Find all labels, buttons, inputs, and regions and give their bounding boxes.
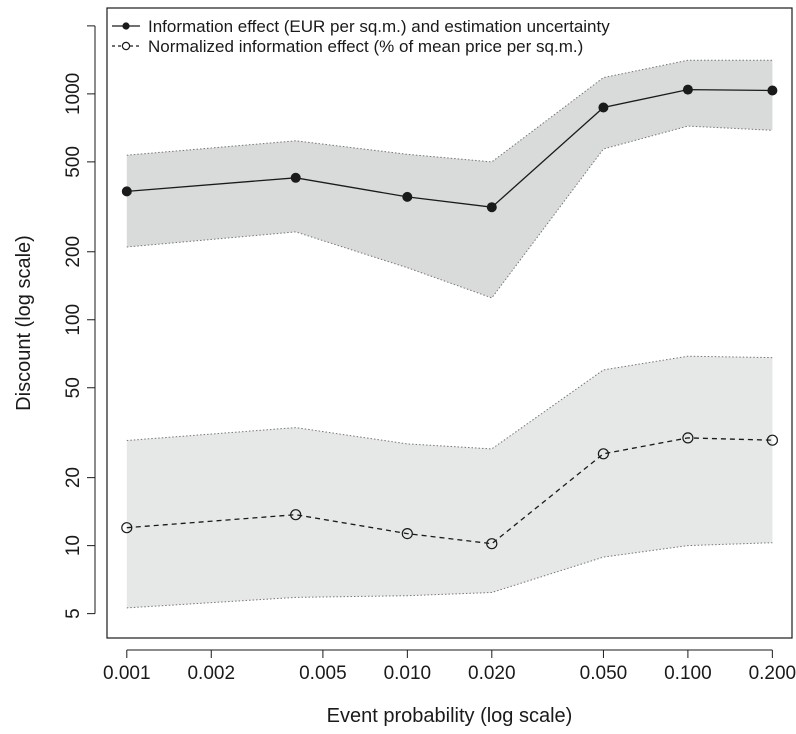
point-information-effect-4	[598, 102, 609, 113]
y-tick-label: 200	[63, 236, 84, 268]
band-lower-normalized-effect	[126, 542, 773, 609]
band-information-effect	[126, 60, 773, 298]
legend-label-normalized-effect: Normalized information effect (% of mean…	[148, 37, 583, 56]
legend-marker-normalized-effect	[121, 41, 131, 51]
y-tick-label: 100	[63, 304, 84, 336]
x-tick-label: 0.005	[299, 663, 347, 684]
x-tick-label: 0.050	[580, 663, 628, 684]
band-upper-normalized-effect	[126, 355, 773, 450]
point-information-effect-2	[402, 191, 413, 202]
point-information-effect-3	[486, 202, 497, 213]
plot-frame	[106, 7, 793, 639]
x-tick-label: 0.100	[664, 663, 712, 684]
point-normalized-effect-6	[766, 434, 779, 446]
legend-label-information-effect: Information effect (EUR per sq.m.) and e…	[148, 17, 610, 36]
x-tick-label: 0.002	[187, 663, 235, 684]
point-information-effect-6	[767, 85, 778, 96]
legend-marker-information-effect	[122, 22, 130, 30]
y-tick-label: 10	[63, 535, 84, 556]
point-information-effect-5	[682, 84, 693, 95]
point-normalized-effect-5	[682, 432, 694, 444]
y-tick-label: 1000	[63, 73, 84, 115]
x-tick-label: 0.200	[749, 663, 796, 684]
legend: Information effect (EUR per sq.m.) and e…	[112, 17, 610, 56]
point-normalized-effect-4	[597, 448, 610, 460]
band-upper-information-effect	[126, 59, 773, 163]
point-information-effect-1	[290, 172, 301, 183]
y-tick-label: 500	[63, 146, 84, 178]
band-normalized-effect	[126, 356, 773, 608]
y-tick-label: 5	[63, 608, 84, 619]
uncertainty-bands	[126, 59, 773, 609]
point-normalized-effect-1	[290, 509, 302, 521]
x-axis-title: Event probability (log scale)	[327, 705, 573, 727]
x-tick-label: 0.010	[384, 663, 432, 684]
y-axis-title: Discount (log scale)	[13, 235, 35, 411]
y-tick-label: 20	[63, 467, 84, 488]
y-axis: 5 10 20 50 100 200 500 1000	[63, 25, 96, 619]
point-normalized-effect-0	[121, 522, 133, 534]
x-axis: 0.001 0.002 0.005 0.010 0.020 0.050 0.100 0.200	[103, 649, 796, 684]
line-normalized-effect	[126, 437, 773, 545]
data-points	[121, 84, 779, 550]
point-information-effect-0	[121, 186, 132, 197]
point-normalized-effect-2	[401, 527, 413, 540]
x-tick-label: 0.020	[468, 663, 516, 684]
x-tick-label: 0.001	[103, 663, 151, 684]
y-tick-label: 50	[63, 377, 84, 398]
point-normalized-effect-3	[486, 538, 498, 550]
